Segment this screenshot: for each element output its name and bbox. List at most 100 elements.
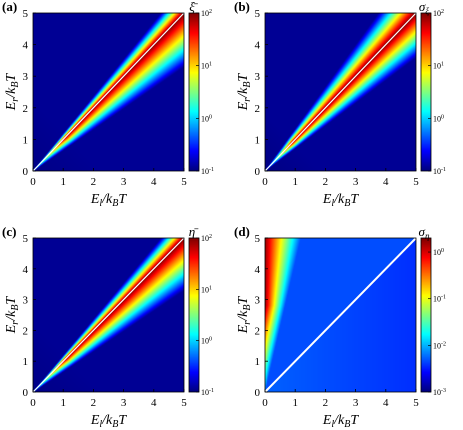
x-tick-label: 2	[91, 397, 97, 409]
panel-label: (d)	[234, 224, 250, 239]
colorbar-tick-label: 100	[201, 114, 212, 123]
colorbar-gradient	[189, 13, 199, 171]
x-tick-label: 3	[121, 397, 127, 409]
y-tick-label: 3	[255, 71, 261, 83]
x-tick-label: 1	[60, 176, 66, 188]
y-axis-label: Er/kBT	[236, 73, 253, 112]
diagonal-line	[32, 237, 185, 393]
x-tick-label: 0	[30, 397, 36, 409]
y-tick-label: 5	[255, 233, 261, 245]
colorbar-frame	[188, 237, 200, 393]
chart-panel-b: 0 1 2 3 4 5 0 1 2 3 4 5 (b) El/kBT Er/kBT σξ 10-1 100 101 1…	[234, 0, 446, 209]
x-tick-label: 3	[121, 176, 127, 188]
x-tick-label: 3	[353, 397, 359, 409]
x-tick-label: 0	[262, 176, 268, 188]
colorbar: ση 10-3 10-2 10-1 100	[419, 224, 446, 397]
x-axis-label: El/kBT	[90, 192, 128, 209]
x-tick-label: 4	[151, 397, 157, 409]
x-tick-label: 5	[181, 397, 187, 409]
x-tick-label: 0	[30, 176, 36, 188]
x-axis-label: El/kBT	[90, 413, 128, 430]
y-tick-label: 3	[255, 295, 261, 307]
y-tick-label: 4	[255, 40, 261, 52]
colorbar-frame	[420, 237, 432, 393]
x-tick-label: 4	[383, 176, 389, 188]
panel-label: (c)	[2, 224, 16, 239]
x-tick-label: 1	[292, 397, 298, 409]
y-tick-label: 0	[23, 166, 29, 178]
y-tick-label: 1	[255, 134, 261, 146]
colorbar: σξ 10-1 100 101 102	[419, 0, 446, 176]
chart-panel-c: 0 1 2 3 4 5 0 1 2 3 4 5 (c) El/kBT Er/kBT η̄ 10-1 100 101 1…	[2, 224, 214, 430]
x-tick-label: 4	[383, 397, 389, 409]
plot-frame	[32, 237, 185, 393]
y-tick-label: 4	[23, 40, 29, 52]
chart-panel-d: 0 1 2 3 4 5 0 1 2 3 4 5 (d) El/kBT Er/kBT ση 10-3 10-2 10-…	[234, 224, 446, 430]
colorbar-title: ξ̄	[189, 0, 199, 14]
y-axis-label: Er/kBT	[236, 296, 253, 335]
y-tick-label: 5	[23, 8, 29, 20]
colorbar-frame	[420, 12, 432, 172]
panel-label: (b)	[234, 0, 250, 14]
y-tick-label: 4	[23, 264, 29, 276]
y-tick-label: 5	[255, 8, 261, 20]
y-tick-label: 1	[255, 356, 261, 368]
colorbar-tick-label: 101	[433, 62, 444, 71]
colorbar-tick-label: 10-3	[433, 388, 446, 397]
y-tick-label: 0	[255, 387, 261, 399]
x-tick-label: 5	[181, 176, 187, 188]
colorbar-title: σξ	[419, 0, 429, 16]
y-tick-label: 2	[23, 103, 29, 115]
x-tick-label: 5	[413, 397, 419, 409]
plot-frame	[264, 12, 417, 172]
x-tick-label: 1	[292, 176, 298, 188]
x-axis-label: El/kBT	[322, 413, 360, 430]
diagonal-line	[264, 12, 417, 172]
x-tick-label: 2	[323, 397, 329, 409]
x-tick-label: 2	[91, 176, 97, 188]
colorbar-tick-label: 10-1	[201, 388, 214, 397]
y-tick-label: 3	[23, 71, 29, 83]
y-tick-label: 1	[23, 134, 29, 146]
colorbar-tick-label: 101	[201, 285, 212, 294]
colorbar-tick-label: 101	[201, 62, 212, 71]
colorbar-gradient	[421, 13, 431, 171]
x-tick-label: 3	[353, 176, 359, 188]
colorbar-title: η̄	[189, 224, 199, 239]
x-tick-label: 2	[323, 176, 329, 188]
panel-label: (a)	[2, 0, 17, 14]
x-tick-label: 1	[60, 397, 66, 409]
colorbar-gradient	[189, 238, 199, 392]
colorbar-tick-label: 102	[201, 234, 212, 243]
x-tick-label: 4	[151, 176, 157, 188]
y-tick-label: 2	[23, 325, 29, 337]
colorbar-gradient	[421, 238, 431, 392]
y-tick-label: 5	[23, 233, 29, 245]
y-axis-label: Er/kBT	[4, 296, 21, 335]
colorbar: ξ̄ 10-1 100 101 102	[188, 0, 214, 176]
y-tick-label: 4	[255, 264, 261, 276]
y-axis-label: Er/kBT	[4, 73, 21, 112]
colorbar-tick-label: 100	[201, 337, 212, 346]
y-tick-label: 1	[23, 356, 29, 368]
x-axis-label: El/kBT	[322, 192, 360, 209]
plot-frame	[264, 237, 417, 393]
y-tick-label: 2	[255, 325, 261, 337]
colorbar-frame	[188, 12, 200, 172]
colorbar-tick-label: 10-1	[433, 295, 446, 304]
y-tick-label: 3	[23, 295, 29, 307]
chart-panel-a: 0 1 2 3 4 5 0 1 2 3 4 5 (a) El/kBT Er/kBT ξ̄ 10-1 100 101 1…	[2, 0, 214, 209]
y-tick-label: 0	[23, 387, 29, 399]
colorbar-tick-label: 10-2	[433, 341, 446, 350]
diagonal-line	[32, 12, 185, 172]
colorbar-tick-label: 102	[433, 9, 444, 18]
colorbar-tick-label: 100	[433, 114, 444, 123]
y-tick-label: 0	[255, 166, 261, 178]
x-tick-label: 5	[413, 176, 419, 188]
colorbar-tick-label: 10-1	[433, 167, 446, 176]
colorbar-title: ση	[419, 224, 430, 241]
plot-frame	[32, 12, 185, 172]
colorbar-tick-label: 10-1	[201, 167, 214, 176]
colorbar-tick-label: 100	[433, 248, 444, 257]
